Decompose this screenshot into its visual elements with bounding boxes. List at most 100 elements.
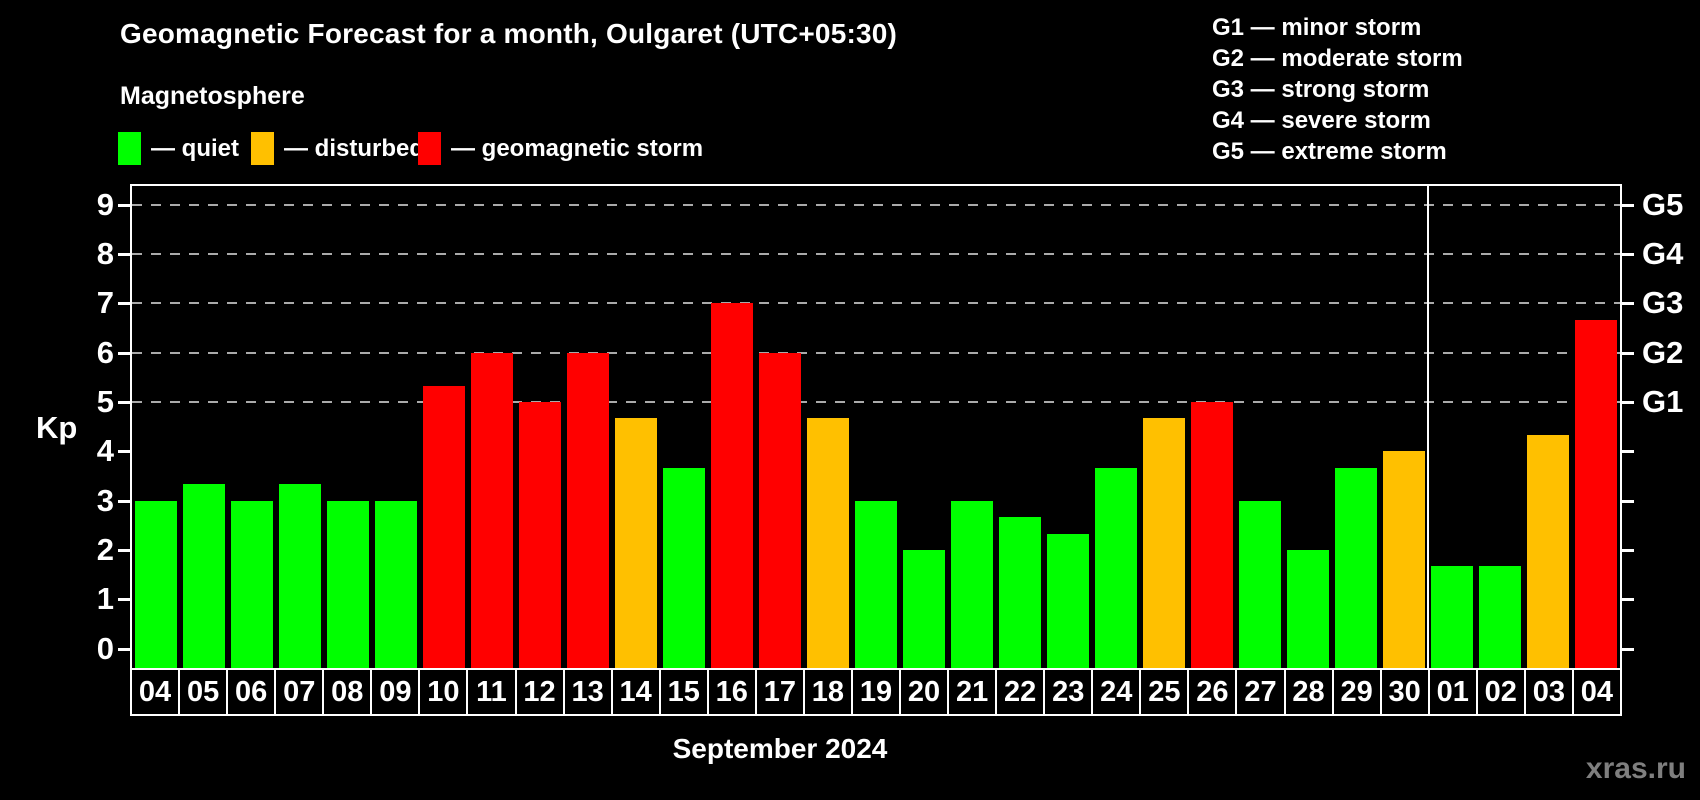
left-tick-kp0 — [118, 647, 130, 651]
day-label-29: 29 — [1334, 670, 1382, 714]
bar-day-03 — [1527, 435, 1569, 668]
day-label-20: 20 — [901, 670, 950, 714]
bar-day-23 — [1047, 533, 1089, 668]
disturbed-label: — disturbed — [284, 134, 425, 162]
day-label-25: 25 — [1141, 670, 1190, 714]
day-label-14: 14 — [613, 670, 661, 714]
left-tick-kp4 — [118, 450, 130, 454]
month-label: September 2024 — [672, 733, 888, 764]
day-label-09: 09 — [372, 670, 421, 714]
y-tick-label-0: 0 — [96, 630, 114, 666]
bar-day-08 — [327, 500, 369, 668]
bar-day-30 — [1383, 451, 1425, 668]
bar-day-01 — [1431, 566, 1473, 668]
legend-item-storm: — geomagnetic storm — [418, 132, 703, 165]
day-label-22: 22 — [997, 670, 1046, 714]
gridline-kp6 — [132, 351, 1620, 354]
y-tick-label-3: 3 — [96, 482, 114, 518]
day-label-02: 02 — [1478, 670, 1526, 714]
bar-day-11 — [471, 352, 513, 668]
right-tick-kp0 — [1622, 647, 1634, 651]
day-label-26: 26 — [1189, 670, 1238, 714]
bar-day-02 — [1479, 566, 1521, 668]
watermark: xras.ru — [1585, 752, 1686, 785]
day-label-04: 04 — [1580, 675, 1614, 708]
bar-day-19 — [855, 500, 897, 668]
y-tick-label-2: 2 — [96, 531, 114, 567]
day-label-01: 01 — [1430, 670, 1478, 714]
bar-day-29 — [1335, 467, 1377, 668]
day-label-03: 03 — [1526, 670, 1574, 714]
bar-day-27 — [1239, 500, 1281, 668]
bar-day-21 — [951, 500, 993, 668]
day-label-13: 13 — [565, 670, 613, 714]
day-label-17: 17 — [757, 670, 805, 714]
g-scale-legend: G1 — minor storm G2 — moderate storm G3 … — [1212, 12, 1463, 167]
bar-day-20 — [903, 549, 945, 668]
right-tick-kp7 — [1622, 302, 1634, 306]
bar-day-24 — [1095, 467, 1137, 668]
right-tick-kp8 — [1622, 253, 1634, 257]
day-label-21: 21 — [949, 670, 998, 714]
storm-color-swatch — [418, 132, 441, 165]
right-tick-kp9 — [1622, 203, 1634, 207]
left-tick-kp9 — [118, 203, 130, 207]
day-label-08: 08 — [324, 670, 373, 714]
bar-day-26 — [1191, 402, 1233, 668]
bar-day-04 — [135, 500, 177, 668]
y-tick-label-4: 4 — [96, 433, 114, 469]
right-tick-kp6 — [1622, 351, 1634, 355]
bar-day-05 — [183, 484, 225, 668]
left-tick-kp5 — [118, 401, 130, 404]
bar-day-15 — [663, 467, 705, 668]
bar-day-09 — [375, 500, 417, 668]
g5-legend-line: G5 — extreme storm — [1212, 138, 1447, 165]
right-axis-label-g3: G3 — [1642, 285, 1684, 321]
right-tick-kp2 — [1622, 548, 1634, 552]
day-label-11: 11 — [468, 670, 517, 714]
day-label-23: 23 — [1045, 670, 1094, 714]
y-tick-label-7: 7 — [96, 285, 114, 321]
gridline-kp8 — [132, 253, 1620, 256]
y-tick-label-1: 1 — [96, 581, 114, 617]
gridline-kp7 — [132, 302, 1620, 305]
g3-legend-line: G3 — strong storm — [1212, 76, 1430, 103]
bar-day-07 — [279, 484, 321, 668]
bar-day-10 — [423, 385, 465, 668]
day-label-30: 30 — [1382, 670, 1430, 714]
day-label-16: 16 — [709, 670, 757, 714]
bar-day-22 — [999, 516, 1041, 668]
y-tick-label-6: 6 — [96, 334, 114, 370]
day-label-24: 24 — [1093, 670, 1142, 714]
y-tick-label-9: 9 — [96, 186, 114, 222]
left-tick-kp8 — [118, 253, 130, 257]
day-label-07: 07 — [276, 670, 325, 714]
right-tick-kp3 — [1622, 499, 1634, 503]
g2-legend-line: G2 — moderate storm — [1212, 45, 1463, 72]
right-axis-label-g4: G4 — [1642, 236, 1684, 272]
y-tick-label-8: 8 — [96, 236, 114, 272]
legend-item-disturbed: — disturbed — [251, 132, 424, 165]
bar-day-28 — [1287, 549, 1329, 668]
quiet-color-swatch — [118, 132, 141, 165]
plot-area: 0 1 2 3 4 5 6 7 8 9 G1 G2 G3 G4 G5 — [97, 184, 1683, 668]
right-axis-label-g1: G1 — [1642, 384, 1684, 419]
day-label-12: 12 — [517, 670, 565, 714]
bar-day-13 — [567, 352, 609, 668]
disturbed-color-swatch — [251, 132, 274, 165]
page-title: Geomagnetic Forecast for a month, Oulgar… — [120, 18, 898, 49]
day-label-10: 10 — [420, 670, 469, 714]
magnetosphere-label: Magnetosphere — [120, 82, 305, 110]
right-axis-label-g2: G2 — [1642, 334, 1684, 370]
day-label-28: 28 — [1286, 670, 1334, 714]
right-tick-kp4 — [1622, 450, 1634, 454]
left-tick-kp7 — [118, 302, 130, 306]
left-tick-kp6 — [118, 351, 130, 355]
right-tick-kp5 — [1622, 401, 1634, 404]
bar-day-17 — [759, 352, 801, 668]
y-axis-label: Kp — [36, 410, 78, 445]
day-label-06: 06 — [228, 670, 277, 714]
bar-day-25 — [1143, 418, 1185, 668]
day-axis: 04 05 06 07 08 09 10 11 12 13 14 15 16 17 18 19 20 21 22 23… — [130, 668, 1622, 716]
legend-item-quiet: — quiet — [118, 132, 239, 165]
